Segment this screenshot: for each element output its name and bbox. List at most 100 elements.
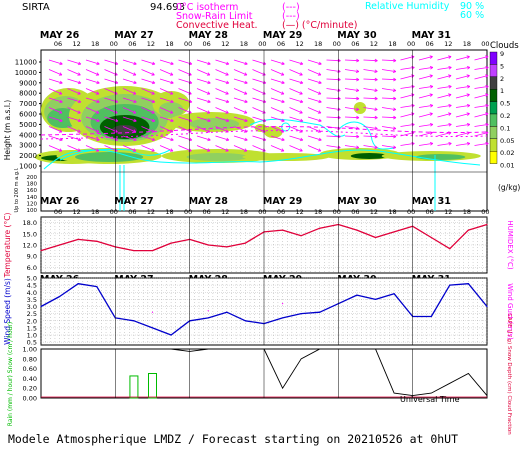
wind-arrow [159,107,174,114]
wind-arrow-head [281,80,285,85]
wind-arrow [474,105,489,108]
colorbar-swatch [489,150,498,164]
wind-arrow [252,135,266,141]
clouds-ytick-label: 200 [27,175,38,181]
wind-arrow [85,97,100,103]
wind-arrow [344,88,359,91]
wind-arrow [307,69,322,76]
precip-ytick-label: 0.20 [23,385,37,393]
legend-right: Relative Humidity 90 %60 % [365,1,484,21]
wind-arrow-head [299,129,303,133]
wind-arrow [307,59,322,65]
wind-arrow [363,78,378,81]
wind-arrow [289,69,303,76]
wind-arrow-head [466,74,470,78]
clouds-ytick-label: 6000 [19,111,37,119]
wind-arrow-head [77,72,81,76]
wind-arrow-head [77,61,82,66]
wind-arrow-head [206,148,211,152]
cloud-patch [353,102,367,114]
wind-arrow [85,59,100,65]
wind-arrow-head [77,137,82,142]
plot-area: 1100010000900080007000600050004000300020… [3,30,520,435]
wind-arrow-head [448,112,452,116]
wind-arrow [437,75,452,80]
wind-arrow-head [243,91,248,95]
wind-arrow [326,69,341,72]
site-value: 94.693 [150,2,185,13]
wind-arrow-head [374,134,378,139]
hour-label: 12 [72,40,80,48]
wind-arrow [233,97,248,103]
wind-arrow-head [448,66,452,70]
wind-arrow [141,116,155,122]
wind-arrow [104,78,118,84]
wind-arrow [196,145,211,152]
wind-arrow [326,145,341,148]
wind-arrow-head [485,112,489,116]
wind-arrow [159,145,174,152]
hour-label: 18 [463,208,471,216]
wind-arrow-head [151,61,156,66]
wind-arrow [141,78,155,84]
wind-arrow [307,126,322,133]
wind-arrow [418,67,433,70]
humidity-contour [249,118,346,137]
wind-arrow-head [317,110,322,114]
wind-arrow-head [355,88,360,92]
wind-arrow [344,145,359,148]
wind-point [151,311,154,313]
wind-arrow-head [448,123,452,127]
hour-label: 06 [277,40,285,48]
wind-arrow [326,88,341,91]
precip-ytick-label: 0.80 [23,355,37,363]
wind-arrow-head [151,80,156,85]
wind-arrow [307,107,322,114]
wind-arrow [270,88,285,95]
wind-arrow-head [151,148,155,152]
wind-arrow [289,116,303,122]
wind-arrow [474,56,489,61]
wind-arrow-head [299,80,304,85]
hour-label: 12 [295,40,303,48]
wind-arrow-head [448,93,452,97]
wind-arrow-head [58,148,63,152]
wind-arrow [363,126,378,129]
wind-arrow-head [170,61,174,66]
wind-arrow-head [243,129,248,133]
hour-label: 12 [221,208,229,216]
wind-arrow-head [77,118,82,123]
colorbar-tick-label: 0.05 [500,137,514,145]
hour-label: 00 [333,40,341,48]
colorbar-tick-label: 0.01 [500,162,514,170]
wind-arrow-head [299,137,304,142]
wind-arrow-head [58,72,63,76]
wind-arrow-head [114,110,118,114]
wind-arrow-head [448,85,452,89]
wind-arrow-head [411,142,415,146]
colorbar-unit: (g/kg) [498,183,520,192]
wind-arrow-head [393,96,397,101]
temperature-ytick-label: 12.0 [23,242,37,250]
wind-arrow [159,135,174,141]
wind-arrow [455,56,470,61]
clouds-ytick-label: 10000 [15,69,37,77]
wind-arrow-head [374,126,378,130]
precip-ytick-label: 0.00 [23,395,37,403]
cloud-patch [189,118,240,130]
clouds-ytick-label: 9000 [19,79,37,87]
wind-arrow-head [77,99,82,104]
precip-ylabel: Rain (mm / hour) Snow (cm / hour) [7,322,14,426]
hour-label: 00 [481,40,489,48]
wind-arrow [196,78,211,84]
wind-arrow [437,143,452,146]
wind-arrow [437,132,452,137]
wind-arrow [252,88,266,95]
wind-arrow-head [114,72,118,76]
wind-arrow-head [59,61,63,66]
hour-label: 12 [147,208,155,216]
temperature-ylabel: Temperature (°C) [3,213,12,279]
wind-arrow-head [170,99,174,104]
wind-arrow-head [96,137,100,142]
wind-arrow-head [281,99,285,104]
